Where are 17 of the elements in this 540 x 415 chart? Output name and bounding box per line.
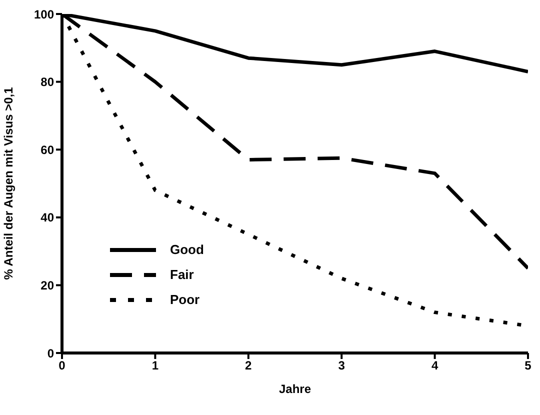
x-tick-label: 2 [245,358,252,373]
x-tick-label: 5 [524,358,532,373]
y-tick-label: 80 [40,75,54,90]
y-tick-label: 100 [34,7,54,22]
x-tick-label: 3 [338,358,346,373]
y-tick-label: 40 [40,210,54,225]
y-tick-label: 60 [40,142,54,157]
x-tick-label: 4 [431,358,438,373]
y-tick-label: 0 [47,346,54,360]
y-axis-title: % Anteil der Augen mit Visus >0,1 [1,86,16,280]
y-tick-label: 20 [40,278,54,292]
x-axis-title: Jahre [278,382,312,396]
legend-label: Fair [170,267,194,282]
legend-label: Good [170,242,204,257]
x-tick-label: 1 [152,358,159,373]
x-tick-label: 0 [58,358,66,373]
legend-label: Poor [170,292,200,307]
